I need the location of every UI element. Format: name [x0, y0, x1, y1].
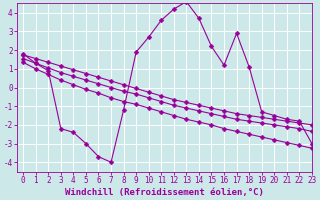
X-axis label: Windchill (Refroidissement éolien,°C): Windchill (Refroidissement éolien,°C) — [65, 188, 264, 197]
